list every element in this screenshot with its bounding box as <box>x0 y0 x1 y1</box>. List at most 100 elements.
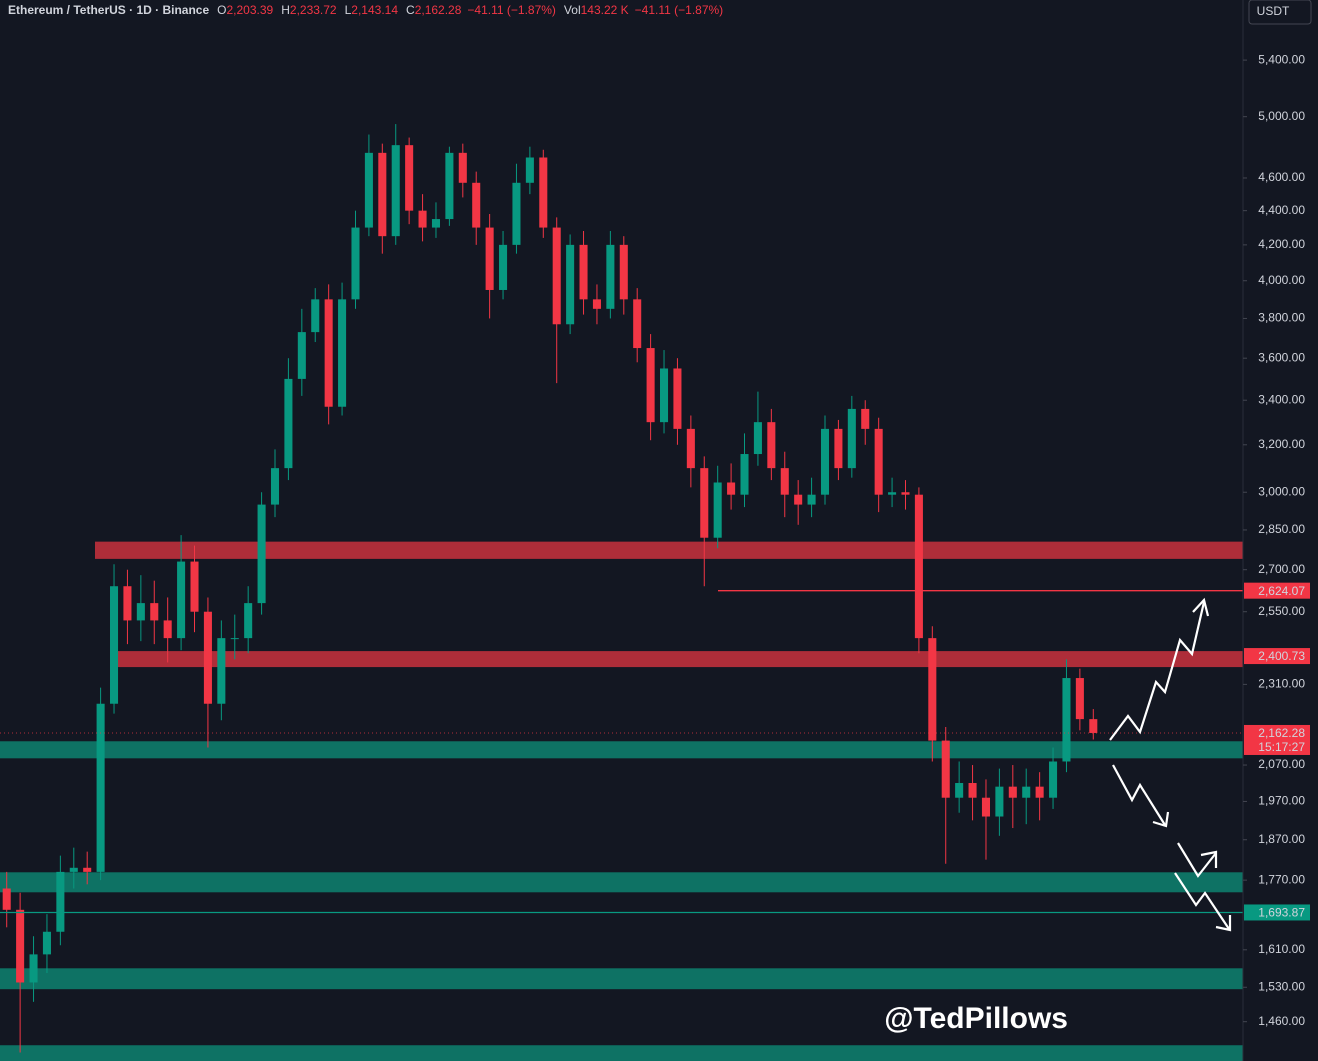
price-axis-labels: 5,400.00 5,000.00 4,600.00 4,400.00 4,200.00… <box>1243 52 1310 1028</box>
candle-body <box>257 504 266 604</box>
y-tick-label: 1,870.00 <box>1258 832 1305 846</box>
candle-body <box>364 152 373 228</box>
candle-body <box>1075 678 1084 720</box>
legend-value: 2,162.28 <box>415 3 462 17</box>
candle-body <box>177 561 186 639</box>
candle-body <box>995 786 1004 817</box>
y-tick-label: 3,200.00 <box>1258 437 1305 451</box>
currency: USDT <box>1257 4 1290 18</box>
candle-body <box>1022 786 1031 798</box>
candle-body <box>660 368 669 423</box>
candle-body <box>378 152 387 237</box>
countdown: 15:17:27 <box>1258 740 1305 754</box>
price-axis <box>1243 0 1318 1061</box>
y-tick-label: 1,970.00 <box>1258 794 1305 808</box>
candle-body <box>499 244 508 290</box>
candle-body <box>203 611 212 704</box>
legend-value: 2,143.14 <box>351 3 398 17</box>
y-tick-label: 5,000.00 <box>1258 109 1305 123</box>
y-tick-label: 1,610.00 <box>1258 942 1305 956</box>
candle-body <box>767 422 776 469</box>
volume-key: Vol <box>564 3 581 17</box>
candle-body <box>311 299 320 333</box>
zone <box>0 968 1243 990</box>
zone <box>115 651 1243 668</box>
y-tick-label: 5,400.00 <box>1258 52 1305 66</box>
candle-body <box>2 888 11 910</box>
price-label-box <box>1244 582 1310 599</box>
change: −41.11 (−1.87%) <box>467 3 556 17</box>
price-label-box <box>1244 648 1310 665</box>
candle-body <box>69 867 78 872</box>
candle-body <box>485 227 494 290</box>
arrow-head <box>1152 811 1170 828</box>
candle-body <box>713 482 722 538</box>
candle-body <box>968 783 977 798</box>
candle-body <box>686 428 695 469</box>
price-label: 2,400.73 <box>1258 649 1305 663</box>
y-tick-label: 2,310.00 <box>1258 677 1305 691</box>
currency-box <box>1248 0 1312 25</box>
candle-body <box>753 422 762 455</box>
candle-body <box>914 494 923 639</box>
y-tick-label: 3,800.00 <box>1258 311 1305 325</box>
candle-body <box>566 244 575 325</box>
candle-body <box>472 182 481 228</box>
candle-body <box>901 492 910 495</box>
y-tick-label: 3,600.00 <box>1258 350 1305 364</box>
candle-body <box>700 468 709 538</box>
arrow-head <box>1192 597 1210 617</box>
candle-body <box>338 299 347 407</box>
candle-body <box>861 408 870 429</box>
candle-body <box>405 145 414 211</box>
candle-body <box>512 182 521 245</box>
candle-body <box>820 428 830 495</box>
plot <box>0 124 1243 1061</box>
candle-body <box>874 428 883 495</box>
candle-body <box>458 152 467 183</box>
last-price-label: 2,162.28 <box>1258 726 1305 740</box>
arrow-path <box>1109 601 1206 741</box>
candle-body <box>391 145 400 237</box>
zone <box>0 741 1243 759</box>
y-tick-label: 2,070.00 <box>1258 757 1305 771</box>
candle-body <box>42 931 51 955</box>
candle-body <box>163 620 172 639</box>
y-tick-label: 2,850.00 <box>1258 522 1305 536</box>
candle-body <box>1049 761 1058 798</box>
candle-body <box>941 740 950 798</box>
candle-body <box>297 332 306 379</box>
legend-key: C <box>406 3 415 17</box>
y-tick-label: 4,200.00 <box>1258 237 1305 251</box>
candle-body <box>150 603 159 621</box>
arrow-head <box>1215 915 1232 932</box>
candle-body <box>834 428 843 469</box>
arrow-head <box>1200 850 1218 868</box>
candle-body <box>431 219 440 228</box>
candle-body <box>1035 786 1044 798</box>
projection-arrows <box>1109 597 1232 932</box>
watermark: @TedPillows <box>884 1002 1068 1035</box>
candle-body <box>324 299 333 407</box>
legend-key: H <box>281 3 290 17</box>
candle-body <box>29 954 38 983</box>
y-tick-label: 3,000.00 <box>1258 484 1305 498</box>
y-tick-label: 1,530.00 <box>1258 979 1305 993</box>
candle-body <box>217 638 226 704</box>
y-tick-label: 4,600.00 <box>1258 170 1305 184</box>
candle-body <box>96 703 105 872</box>
candle-body <box>190 561 199 612</box>
symbol-legend: Ethereum / TetherUS · 1D · Binance O2,203… <box>8 3 723 17</box>
y-tick-label: 1,460.00 <box>1258 1014 1305 1028</box>
candle-body <box>955 783 964 798</box>
candle-body <box>740 454 749 495</box>
legend-value: 2,203.39 <box>227 3 274 17</box>
zone <box>95 541 1243 559</box>
volume: 143.22 K <box>581 3 629 17</box>
legend-key: L <box>345 3 352 17</box>
arrow-path <box>1174 872 1230 930</box>
candle-body <box>633 299 642 349</box>
